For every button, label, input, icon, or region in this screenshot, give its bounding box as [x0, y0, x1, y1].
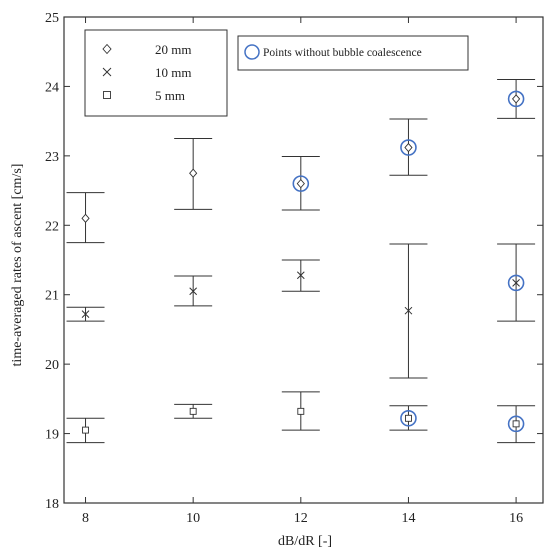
legend: 20 mm 10 mm 5 mm: [84, 29, 228, 117]
data-point-s0-p0: [81, 213, 90, 224]
data-point-s1-p4-b: [512, 279, 520, 287]
plot-frame: [63, 16, 544, 504]
x-tick-label-12: 12: [294, 511, 308, 526]
highlight-circle-s1-p4: [507, 274, 525, 292]
highlight-legend: Points without bubble coalescence: [237, 35, 469, 71]
highlight-circle-s0-p4: [507, 90, 525, 108]
data-point-s2-p3: [404, 414, 412, 422]
error-bar-group: [66, 78, 536, 444]
x-tick-label-10: 10: [186, 511, 200, 526]
highlight-legend-label: Points without bubble coalescence: [263, 47, 422, 59]
legend-label-20mm: 20 mm: [155, 42, 191, 57]
data-point-s1-p1: [189, 287, 198, 296]
point-group: [81, 94, 521, 434]
legend-label-10mm: 10 mm: [155, 65, 191, 80]
y-tick-label-25: 25: [45, 11, 59, 26]
highlight-legend-circle-icon: [244, 44, 260, 60]
legend-label-5mm: 5 mm: [155, 88, 185, 103]
legend-marker-1: [102, 67, 112, 77]
highlight-group: [292, 90, 525, 433]
y-tick-label-20: 20: [45, 358, 59, 373]
y-tick-label-21: 21: [45, 289, 59, 304]
y-tick-label-22: 22: [45, 219, 59, 234]
data-point-s2-p1: [189, 407, 197, 415]
x-axis-label: dB/dR [-]: [278, 534, 332, 549]
y-tick-label-19: 19: [45, 428, 59, 443]
legend-marker-2: [103, 91, 111, 99]
highlight-circle-s2-p3: [400, 409, 417, 427]
legend-markers: [102, 43, 112, 99]
legend-marker-0: [102, 43, 112, 55]
data-point-s0-p4: [511, 94, 521, 104]
data-point-s2-p0: [82, 426, 89, 434]
highlight-circle-s0-p3: [400, 139, 417, 156]
highlight-legend-frame: [237, 35, 469, 71]
data-point-s0-p3: [404, 142, 413, 153]
data-point-s1-p4: [512, 279, 520, 287]
highlight-circle-s2-p4: [507, 415, 525, 433]
data-point-s1-p2-b: [296, 271, 305, 280]
data-point-s1-p1-b: [189, 287, 198, 296]
data-point-s2-p4: [512, 420, 520, 428]
data-point-s1-p2: [296, 271, 305, 280]
y-axis-label: time-averaged rates of ascent [cm/s]: [10, 164, 25, 367]
x-tick-label-14: 14: [401, 511, 415, 526]
y-tick-label-18: 18: [45, 497, 59, 512]
x-tick-label-16: 16: [509, 511, 523, 526]
data-point-s1-p0: [81, 310, 90, 319]
y-tick-label-23: 23: [45, 150, 59, 165]
highlight-circle-s0-p2: [292, 175, 310, 192]
data-point-s0-p1: [189, 168, 198, 178]
data-point-s1-p3: [404, 306, 413, 315]
data-point-s1-p3-b: [404, 306, 413, 315]
plot-frame-group: [63, 16, 544, 504]
tick-group: 8 10 12 14 16 18 19 20 21 22 23 24 25: [45, 11, 543, 526]
data-point-s1-p0-b: [81, 310, 90, 319]
legend-marker-1-b: [102, 67, 112, 77]
data-point-s0-p2: [296, 178, 305, 189]
data-point-s2-p2: [297, 407, 305, 415]
y-tick-label-24: 24: [45, 80, 59, 95]
x-tick-label-8: 8: [82, 511, 89, 526]
